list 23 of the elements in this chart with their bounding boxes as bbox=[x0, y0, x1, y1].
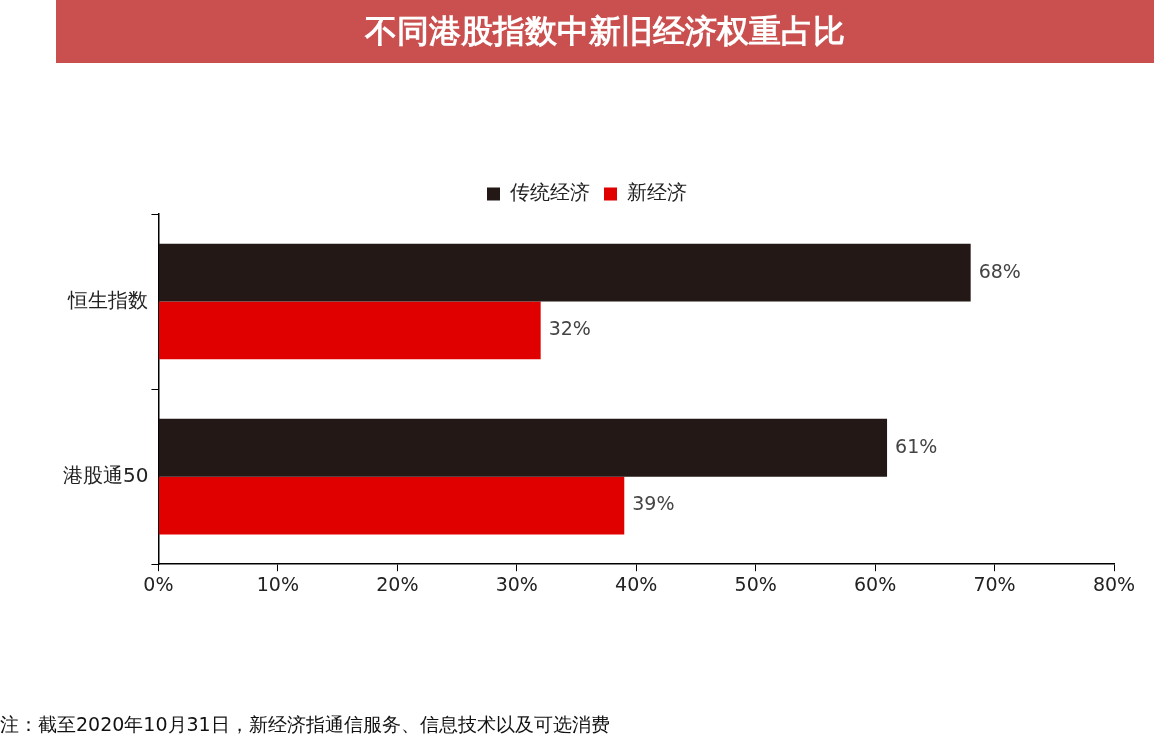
bar bbox=[158, 243, 971, 302]
data-label: 61% bbox=[895, 434, 938, 457]
x-tick-label: 60% bbox=[854, 572, 897, 595]
x-tick-label: 40% bbox=[615, 572, 658, 595]
x-tick-label: 20% bbox=[376, 572, 419, 595]
y-tick-label: 港股通50 bbox=[63, 462, 149, 487]
bar bbox=[158, 476, 625, 535]
bar bbox=[158, 301, 541, 360]
x-tick-label: 70% bbox=[973, 572, 1016, 595]
x-tick-label: 50% bbox=[734, 572, 777, 595]
x-tick-label: 30% bbox=[495, 572, 538, 595]
text: 注：截至2020年10月31日，新经济指通信服务、信息技术以及可选消费 bbox=[0, 712, 611, 737]
bar bbox=[158, 418, 888, 477]
x-tick-label: 0% bbox=[143, 572, 174, 595]
legend-label: 传统经济 bbox=[510, 180, 590, 205]
data-label: 39% bbox=[632, 492, 675, 515]
y-tick-label: 恒生指数 bbox=[67, 287, 149, 312]
x-tick-label: 80% bbox=[1092, 572, 1136, 595]
data-label: 68% bbox=[978, 259, 1021, 282]
chart-title: 不同港股指数中新旧经济权重占比 bbox=[56, 0, 1154, 63]
x-tick-label: 10% bbox=[256, 572, 300, 595]
data-label: 32% bbox=[548, 317, 591, 340]
legend-label: 新经济 bbox=[627, 180, 687, 205]
